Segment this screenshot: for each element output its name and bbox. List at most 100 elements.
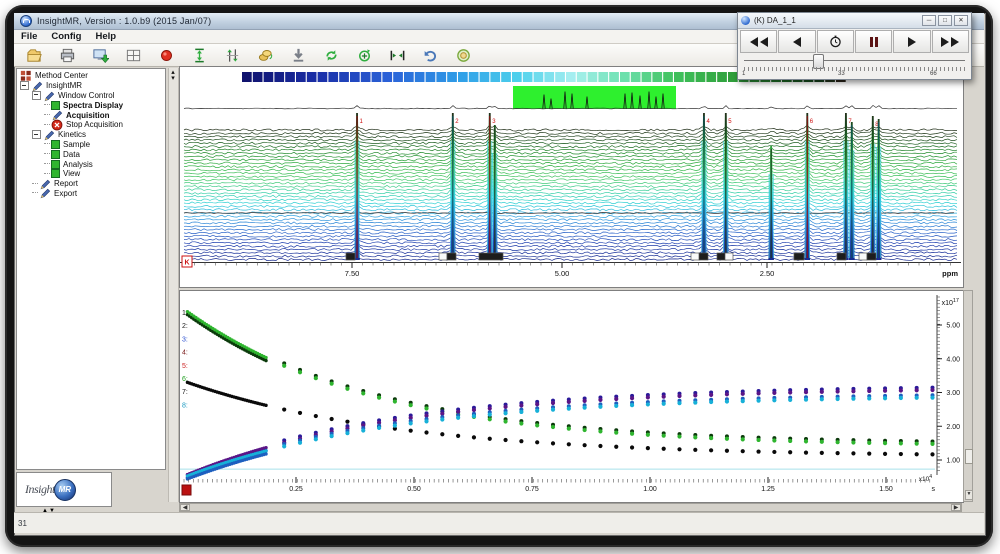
tree-item-spectra-display[interactable]: Spectra Display [17,100,165,110]
refresh-button[interactable] [319,44,343,66]
fit-vertical-button[interactable] [187,44,211,66]
spectrum-color-strip-segment [274,72,284,82]
menu-item-help[interactable]: Help [95,31,116,42]
tree-item-sample[interactable]: Sample [17,140,165,150]
status-text: 31 [18,519,27,528]
export-display-button[interactable] [88,44,112,66]
integral-region-marker[interactable] [346,253,355,260]
play-button[interactable] [893,30,930,53]
tree-item-analysis[interactable]: Analysis [17,159,165,169]
kinetics-vertical-scrollbar[interactable]: ▼ [963,290,973,502]
vertical-scroll-thumb[interactable] [965,449,973,464]
open-folder-button[interactable] [22,44,46,66]
integral-region-marker[interactable] [447,253,456,260]
adjust-scale-button[interactable] [220,44,244,66]
kinetics-k-marker[interactable] [182,485,191,495]
player-window[interactable]: (K) DA_1_1 ─ □ ✕ 13366 [737,12,972,80]
target-button[interactable] [451,44,475,66]
window-layout-button[interactable] [121,44,145,66]
player-maximize-button[interactable]: □ [938,15,952,26]
kinetics-legend-entry[interactable]: 4: [182,350,188,357]
peak-number-label: 1 [360,119,364,125]
phase-correct-button[interactable] [253,44,277,66]
kinetics-x-tick-label: 0.50 [407,486,421,493]
scroll-left-arrow[interactable]: ◀ [180,504,190,511]
menu-item-file[interactable]: File [21,31,37,42]
pause-button[interactable] [855,30,892,53]
fast-forward-button[interactable] [932,30,969,53]
print-button[interactable] [55,44,79,66]
tree-item-stop-acquisition[interactable]: Stop Acquisition [17,120,165,130]
kinetics-plot-panel[interactable]: 1:2:3:4:5:6:7:8:x10175.004.003.002.001.0… [179,290,964,503]
integral-region-marker[interactable] [794,253,804,260]
tree-item-acquisition[interactable]: Acquisition [17,110,165,120]
player-close-button[interactable]: ✕ [954,15,968,26]
spectra-display-panel[interactable]: 123456787.505.002.50ppmK [179,66,964,288]
tree-item-data[interactable]: Data [17,149,165,159]
tree-item-insightmr[interactable]: InsightMR [17,81,165,91]
kinetics-legend-entry[interactable]: 3: [182,336,188,343]
tree-item-kinetics[interactable]: Kinetics [17,130,165,140]
menu-item-config[interactable]: Config [51,31,81,42]
kinetics-legend-entry[interactable]: 8: [182,402,188,409]
waterfall-trace [184,211,957,217]
integral-region-marker[interactable] [867,253,876,260]
spectrum-color-strip-segment [566,72,576,82]
integral-region-marker[interactable] [859,253,867,260]
spectrum-color-strip-segment [631,72,641,82]
waterfall-trace [184,125,957,131]
app-icon [20,15,32,27]
kinetics-x-tick-label: 0.75 [525,486,539,493]
fit-width-button[interactable] [385,44,409,66]
spectrum-color-strip-segment [544,72,554,82]
overview-selection-region[interactable] [513,86,676,109]
tree-item-label: Acquisition [66,111,110,120]
tree-item-export[interactable]: Export [17,189,165,199]
spectrum-color-strip-segment [512,72,522,82]
expander-icon[interactable] [20,81,29,90]
tree-item-window-control[interactable]: Window Control [17,91,165,101]
record-button[interactable] [154,44,178,66]
fit-width-icon [389,47,406,64]
rewind-button[interactable] [740,30,777,53]
kinetics-legend-entry[interactable]: 2: [182,323,188,330]
kinetics-chart[interactable]: 1:2:3:4:5:6:7:8:x10175.004.003.002.001.0… [180,291,961,500]
scroll-down-arrow[interactable]: ▼ [965,490,973,500]
integral-region-marker[interactable] [725,253,733,260]
player-minimize-button[interactable]: ─ [922,15,936,26]
expander-icon[interactable] [32,130,41,139]
download-arrow-button[interactable] [286,44,310,66]
player-title-bar[interactable]: (K) DA_1_1 ─ □ ✕ [738,13,971,29]
adjust-scale-icon [224,47,241,64]
expander-icon[interactable] [32,91,41,100]
player-title: (K) DA_1_1 [754,16,920,25]
timer-button[interactable] [817,30,854,53]
panel-splitter[interactable]: ▴▾ [168,68,179,502]
peak-number-label: 2 [455,119,459,125]
spectra-waterfall-chart[interactable]: 123456787.505.002.50ppmK [180,67,961,285]
kinetics-legend-entry[interactable]: 7: [182,389,188,396]
scroll-right-arrow[interactable]: ▶ [951,504,961,511]
open-folder-icon [26,47,43,64]
integral-region-marker[interactable] [699,253,708,260]
undo-button[interactable] [418,44,442,66]
step-back-button[interactable] [778,30,815,53]
integral-region-marker[interactable] [837,253,846,260]
selected-spectrum-trace[interactable] [184,213,954,214]
player-slider[interactable]: 13366 [738,54,971,78]
horizontal-scrollbar[interactable]: ◀ ▶ [179,503,962,512]
insightmr-logo-card: Insight MR [16,472,112,507]
zoom-refresh-button[interactable] [352,44,376,66]
peak-number-label: 6 [810,119,814,125]
integral-region-marker[interactable] [479,253,503,260]
green-icon [51,150,60,159]
tree-item-label: Spectra Display [63,101,123,110]
splitter-collapse-arrows[interactable]: ▴▾ [170,70,176,82]
spectrum-color-strip-segment [534,72,544,82]
ppm-axis-unit: ppm [942,269,958,278]
slider-label: 33 [838,71,845,77]
slider-track[interactable] [744,60,965,61]
spectrum-color-strip-segment [447,72,457,82]
integral-region-marker[interactable] [439,253,447,260]
kinetics-legend-entry[interactable]: 5: [182,363,188,370]
